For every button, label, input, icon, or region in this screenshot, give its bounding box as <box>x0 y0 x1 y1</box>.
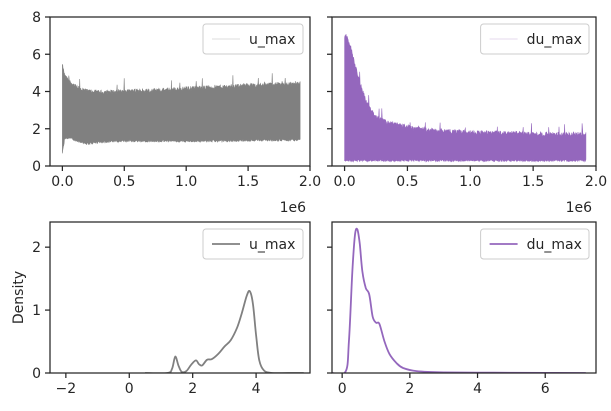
x-tick-label: 1.0 <box>175 174 197 190</box>
x-tick-label: 1.0 <box>459 174 481 190</box>
y-tick-label: 0 <box>32 366 41 382</box>
x-tick-label: 0.5 <box>113 174 135 190</box>
y-tick-label: 1 <box>32 303 41 319</box>
y-tick-label: 4 <box>32 85 41 101</box>
series-u_max-band <box>62 64 301 154</box>
legend-label: u_max <box>249 32 295 48</box>
x-offset-label: 1e6 <box>566 200 593 216</box>
panel-bottom-left: −2 0 2 4 0 1 2 Density u_max <box>11 221 311 397</box>
series-u_max-line <box>145 289 304 373</box>
y-tick-label: 0 <box>32 159 41 175</box>
x-tick-label: 2 <box>188 381 197 397</box>
x-tick-label: 0.0 <box>333 174 355 190</box>
series-du_max-band <box>344 33 587 163</box>
legend-label: du_max <box>527 32 582 48</box>
legend-box <box>480 228 590 260</box>
x-tick-label: 2.0 <box>299 174 321 190</box>
y-tick-label: 8 <box>32 10 41 26</box>
x-tick-label: 0 <box>125 381 134 397</box>
panel-top-right: 0.0 0.5 1.0 1.5 2.0 1e6 du_max <box>327 16 607 216</box>
legend-box <box>202 228 304 260</box>
panel-top-left: 0.0 0.5 1.0 1.5 2.0 0 2 4 6 8 1e6 u_max <box>32 10 321 216</box>
x-tick-label: 0.5 <box>396 174 418 190</box>
legend-label: du_max <box>527 237 582 253</box>
legend-box <box>480 23 590 55</box>
axes-frame <box>49 221 311 374</box>
legend: u_max <box>202 23 304 55</box>
legend-label: u_max <box>249 237 295 253</box>
x-tick-label: 4 <box>473 381 482 397</box>
x-tick-label: 0.0 <box>51 174 73 190</box>
x-tick-label: −2 <box>56 381 77 397</box>
legend-box <box>202 23 304 55</box>
y-tick-label: 2 <box>32 122 41 138</box>
x-tick-label: 0 <box>338 381 347 397</box>
y-tick-label: 6 <box>32 47 41 63</box>
y-tick-label: 2 <box>32 240 41 256</box>
axes-frame <box>331 221 597 374</box>
legend: du_max <box>480 228 590 260</box>
legend: du_max <box>480 23 590 55</box>
legend: u_max <box>202 228 304 260</box>
y-axis-label: Density <box>11 271 27 324</box>
series-du_max-line <box>332 227 586 373</box>
x-tick-label: 2.0 <box>585 174 607 190</box>
panel-bottom-right: 0 2 4 6 du_max <box>327 221 597 397</box>
x-tick-label: 1.5 <box>237 174 259 190</box>
x-tick-label: 6 <box>541 381 550 397</box>
x-tick-label: 2 <box>405 381 414 397</box>
x-offset-label: 1e6 <box>280 200 307 216</box>
x-tick-label: 4 <box>252 381 261 397</box>
x-tick-label: 1.5 <box>522 174 544 190</box>
